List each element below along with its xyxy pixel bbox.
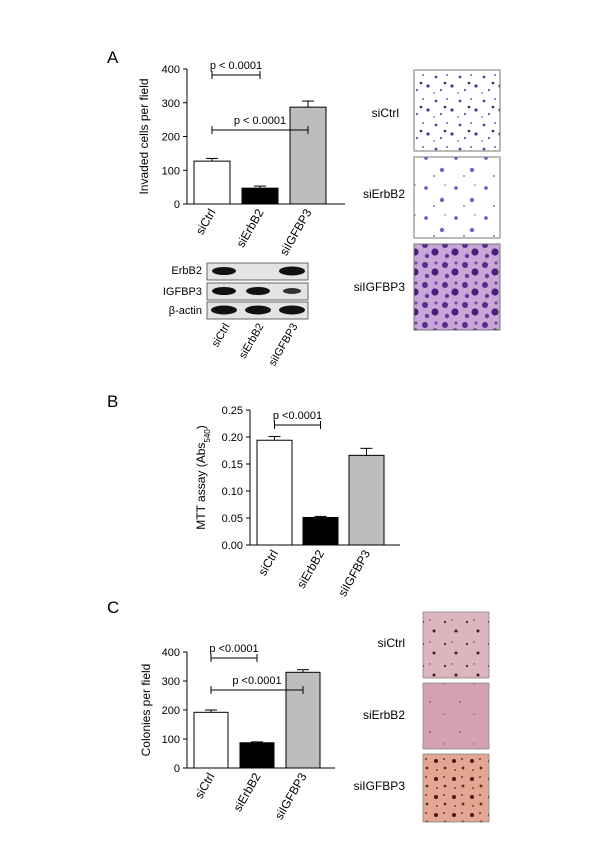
invasion-micrographs: siCtrl siErbB2 siIGFBP3	[354, 69, 501, 331]
significance-label: p <0.0001	[209, 643, 258, 655]
x-tick-label: siCtrl	[192, 771, 218, 802]
panel-letter-c: C	[107, 598, 119, 617]
significance-label: p < 0.0001	[234, 115, 286, 127]
y-axis-label: Colonies per field	[139, 664, 153, 757]
micrograph-colony-sierbb2	[422, 682, 490, 750]
western-blot: ErbB2 IGFBP3 β-actin siCtrl siErbB2 siIG…	[163, 262, 309, 369]
blot-band	[246, 287, 270, 295]
micrograph-invasion-sierbb2	[413, 156, 501, 239]
panel-letter-b: B	[107, 392, 118, 411]
micrograph-label: siIGFBP3	[354, 779, 406, 793]
bar-sictrl	[193, 160, 231, 205]
bar-sierbb2	[241, 187, 279, 205]
y-tick-label: 300	[162, 676, 180, 688]
blot-band	[212, 287, 236, 295]
y-tick-label: 200	[162, 132, 180, 144]
micrograph-colony-siigfbp3	[422, 753, 490, 823]
blot-band	[212, 267, 236, 275]
y-tick-label: 0.20	[222, 432, 243, 444]
blot-lane-label: siErbB2	[237, 322, 267, 361]
micrograph-colony-sictrl	[422, 611, 490, 679]
y-axis-label-main: MTT assay (Abs	[194, 443, 208, 530]
y-axis-label: Invaded cells per field	[137, 78, 151, 194]
y-tick-label: 0.15	[222, 459, 243, 471]
chart-mtt-assay: 0.00 0.05 0.10 0.15 0.20 0.25 MTT assay (Abs54…	[194, 405, 400, 599]
micrograph-label: siCtrl	[372, 106, 399, 120]
blot-lane-label: siCtrl	[210, 322, 233, 350]
x-tick-label: siCtrl	[193, 207, 219, 238]
y-tick-label: 100	[162, 734, 180, 746]
blot-band	[245, 305, 271, 315]
y-tick-label: 0	[174, 199, 180, 211]
blot-lane-label: siIGFBP3	[267, 322, 301, 369]
y-tick-label: 300	[162, 98, 180, 110]
blot-band	[283, 288, 301, 294]
bar-sierbb2	[302, 516, 339, 546]
blot-label-erbb2: ErbB2	[171, 265, 202, 277]
bar-sictrl	[256, 439, 293, 546]
y-tick-label: 0.25	[222, 405, 243, 417]
micrograph-label: siIGFBP3	[354, 280, 406, 294]
blot-band	[211, 305, 237, 315]
y-tick-label: 400	[162, 64, 180, 76]
panel-letter-a: A	[107, 48, 119, 67]
bar-sictrl	[193, 711, 229, 769]
significance-label: p <0.0001	[232, 675, 281, 687]
y-axis-label-end: )	[194, 425, 208, 429]
micrograph-invasion-sictrl	[413, 69, 501, 152]
y-tick-label: 0.00	[222, 540, 243, 552]
x-tick-label: siIGFBP3	[335, 547, 373, 599]
x-tick-label: siErbB2	[233, 206, 266, 250]
y-tick-label: 0.05	[222, 513, 243, 525]
x-tick-label: siCtrl	[255, 548, 281, 579]
significance-label: p < 0.0001	[210, 60, 262, 72]
micrograph-invasion-siigfbp3	[413, 243, 501, 331]
significance-label: p <0.0001	[273, 410, 322, 422]
micrograph-label: siErbB2	[363, 708, 405, 722]
x-tick-label: siIGFBP3	[277, 206, 315, 258]
colony-micrographs: siCtrl siErbB2 siIGFBP3	[354, 611, 490, 823]
y-axis-label: MTT assay (Abs540)	[194, 425, 212, 530]
chart-colonies: 0 100 200 300 400 Colonies per field siCtrl siE…	[139, 643, 335, 822]
chart-invaded-cells: 0 100 200 300 400 Invaded cells per field siCt…	[137, 60, 345, 258]
blot-label-igfbp3: IGFBP3	[163, 286, 202, 298]
y-tick-label: 100	[162, 165, 180, 177]
bar-siigfbp3	[289, 106, 327, 205]
x-tick-label: siErbB2	[230, 770, 263, 814]
blot-band	[279, 266, 305, 276]
y-tick-label: 400	[162, 647, 180, 659]
micrograph-label: siCtrl	[378, 636, 405, 650]
x-tick-label: siErbB2	[294, 547, 327, 591]
blot-strip-erbb2	[206, 262, 309, 281]
micrograph-label: siErbB2	[363, 187, 405, 201]
bar-siigfbp3	[348, 454, 385, 546]
bar-sierbb2	[239, 742, 275, 769]
y-tick-label: 0.10	[222, 486, 243, 498]
blot-label-actin: β-actin	[169, 305, 202, 317]
blot-band	[279, 305, 305, 315]
y-tick-label: 0	[174, 763, 180, 775]
x-tick-label: siIGFBP3	[272, 770, 310, 822]
y-tick-label: 200	[162, 705, 180, 717]
y-axis-label-sub: 540	[203, 429, 212, 443]
